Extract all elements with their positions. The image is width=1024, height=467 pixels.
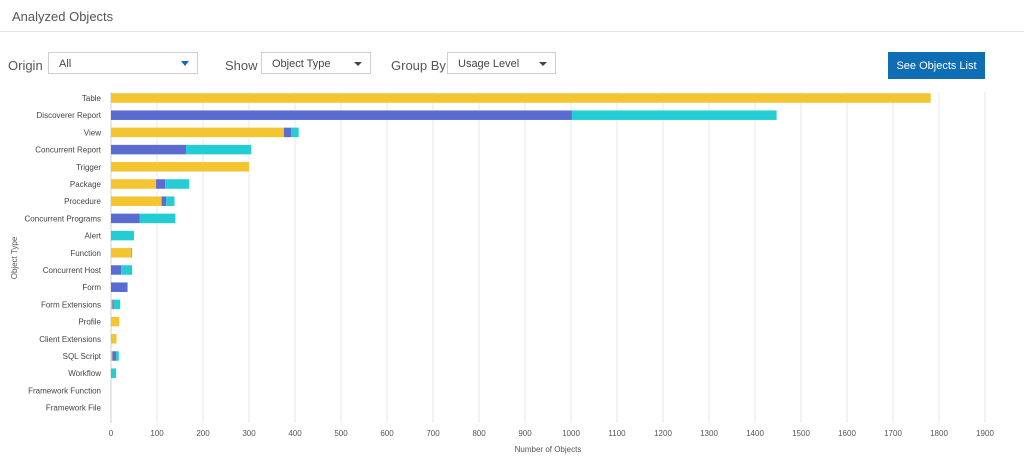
bar-segment[interactable] (112, 299, 114, 310)
y-category-label: View (84, 128, 101, 137)
x-tick-label: 1200 (654, 429, 672, 438)
y-category-label: Form (82, 283, 101, 292)
x-tick-label: 200 (196, 429, 210, 438)
x-tick-label: 1600 (838, 429, 856, 438)
y-category-label: Client Extensions (39, 335, 101, 344)
y-category-label: Procedure (64, 197, 101, 206)
bar-segment[interactable] (111, 179, 157, 189)
y-category-label: Package (70, 180, 102, 189)
y-category-label: Framework File (46, 404, 102, 413)
bar-segment[interactable] (111, 368, 117, 378)
bar-segment[interactable] (156, 179, 166, 189)
chart-area: Table Discoverer Report View Concurrent Rep… (0, 90, 1024, 462)
group-by-label: Group By (391, 58, 446, 73)
x-tick-label: 1700 (884, 429, 902, 438)
y-category-label: Concurrent Programs (25, 214, 101, 223)
bar-segment[interactable] (139, 213, 176, 224)
x-tick-label: 400 (288, 429, 302, 438)
y-category-label: Profile (78, 318, 101, 327)
y-category-label: Framework Function (28, 386, 101, 395)
page-title: Analyzed Objects (12, 9, 114, 24)
bar-segment[interactable] (291, 127, 299, 138)
origin-label: Origin (8, 58, 43, 73)
bar-segment[interactable] (111, 196, 162, 206)
chevron-down-icon (354, 62, 362, 66)
bar-segment[interactable] (111, 265, 122, 275)
chevron-down-icon (181, 61, 189, 66)
y-category-label: Form Extensions (41, 300, 101, 309)
y-category-label: Discoverer Report (37, 111, 102, 120)
bar-segment[interactable] (111, 248, 132, 258)
bar-segment[interactable] (283, 127, 292, 138)
x-tick-label: 300 (242, 429, 256, 438)
bar-segment[interactable] (111, 334, 117, 344)
x-tick-label: 1400 (746, 429, 764, 438)
bar-segment[interactable] (111, 282, 128, 292)
bar-segment[interactable] (111, 144, 186, 155)
bar-segment[interactable] (111, 93, 931, 103)
bar-segment[interactable] (111, 127, 284, 138)
x-tick-label: 900 (518, 429, 532, 438)
x-tick-label: 1800 (930, 429, 948, 438)
x-tick-label: 1000 (562, 429, 580, 438)
group-by-select-value: Usage Level (458, 58, 520, 70)
stacked-bar-chart: Table Discoverer Report View Concurrent Rep… (10, 92, 994, 454)
y-category-label: Alert (85, 232, 102, 241)
bar-segment[interactable] (185, 144, 252, 155)
group-by-select[interactable]: Usage Level (447, 52, 556, 74)
y-category-label: Concurrent Report (35, 146, 102, 155)
y-category-label: Workflow (68, 369, 101, 378)
y-category-label: Concurrent Host (43, 266, 102, 275)
bar-segment[interactable] (111, 213, 140, 224)
bar-segment[interactable] (131, 248, 133, 258)
x-tick-label: 1100 (608, 429, 626, 438)
show-label: Show (225, 58, 258, 73)
x-tick-label: 700 (426, 429, 440, 438)
bar-segment[interactable] (111, 351, 113, 361)
show-select[interactable]: Object Type (261, 52, 371, 74)
x-tick-label: 1300 (700, 429, 718, 438)
bar-segment[interactable] (111, 110, 572, 120)
y-category-label: SQL Script (63, 352, 102, 361)
y-axis-label: Object Type (10, 236, 19, 279)
bar-segment[interactable] (571, 110, 777, 120)
origin-select[interactable]: All (48, 52, 198, 74)
x-tick-label: 100 (150, 429, 164, 438)
y-category-label: Table (82, 94, 102, 103)
bar-segment[interactable] (165, 179, 190, 189)
y-category-label: Trigger (76, 163, 101, 172)
bar-segment[interactable] (111, 230, 134, 241)
x-tick-label: 1900 (976, 429, 994, 438)
bar-segment[interactable] (111, 316, 120, 327)
x-axis-label: Number of Objects (515, 445, 582, 454)
x-tick-label: 0 (109, 429, 114, 438)
origin-select-value: All (59, 58, 72, 70)
bar-segment[interactable] (111, 162, 249, 172)
x-tick-label: 600 (380, 429, 394, 438)
see-objects-list-button[interactable]: See Objects List (888, 52, 985, 79)
show-select-value: Object Type (272, 58, 331, 70)
bar-segment[interactable] (111, 299, 113, 310)
x-tick-label: 1500 (792, 429, 810, 438)
bar-segment[interactable] (113, 299, 121, 310)
y-category-label: Function (70, 249, 101, 258)
page-header: Analyzed Objects (0, 0, 1024, 32)
x-tick-label: 500 (334, 429, 348, 438)
bar-segment[interactable] (166, 196, 175, 206)
bar-segment[interactable] (121, 265, 133, 275)
chevron-down-icon (539, 62, 547, 66)
x-tick-label: 800 (472, 429, 486, 438)
bar-segment[interactable] (161, 196, 167, 206)
bar-segment[interactable] (112, 351, 117, 361)
filter-bar: Origin All Show Object Type Group By Usa… (0, 52, 1024, 79)
bar-segment[interactable] (116, 351, 119, 361)
